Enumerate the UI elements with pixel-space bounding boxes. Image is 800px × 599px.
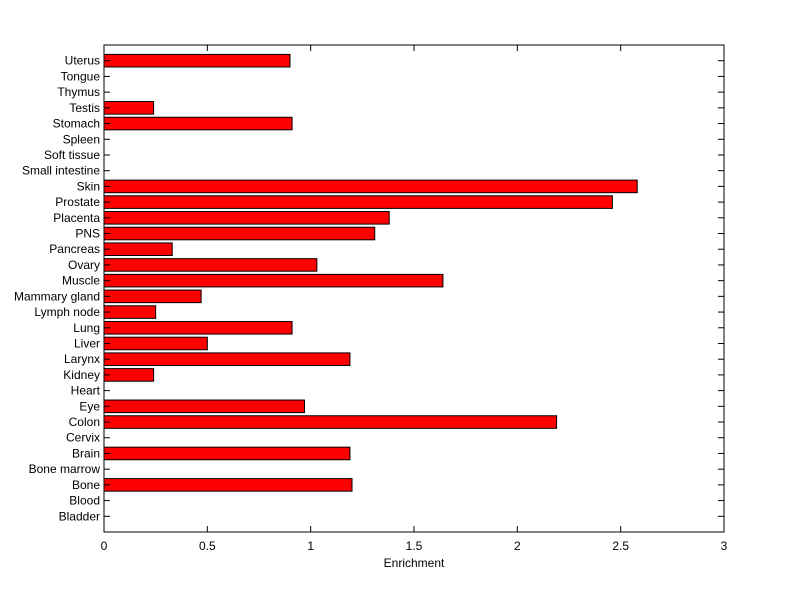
- category-label: Brain: [72, 446, 100, 460]
- category-label: Skin: [77, 179, 100, 193]
- category-label: Lymph node: [34, 305, 100, 319]
- category-label: Pancreas: [49, 242, 100, 256]
- bar-lymph-node: [103, 305, 157, 319]
- x-tick-label: 0.5: [199, 539, 216, 553]
- category-label: Spleen: [63, 132, 100, 146]
- category-label: Larynx: [64, 352, 100, 366]
- bar-uterus: [103, 53, 291, 68]
- bar-bone: [103, 478, 353, 492]
- bar-mammary-gland: [103, 289, 202, 304]
- x-tick-label: 2.5: [612, 539, 629, 553]
- category-label: Mammary gland: [14, 289, 100, 303]
- category-label: Prostate: [55, 195, 100, 209]
- category-label: Placenta: [53, 211, 100, 225]
- bar-ovary: [103, 258, 318, 272]
- category-label: Ovary: [68, 258, 100, 272]
- category-label: Stomach: [53, 117, 100, 131]
- bar-lung: [103, 320, 293, 335]
- bar-eye: [103, 399, 305, 414]
- bar-pns: [103, 226, 376, 241]
- category-label: Cervix: [66, 431, 100, 445]
- bar-brain: [103, 446, 351, 461]
- category-label: Bladder: [59, 509, 100, 523]
- x-tick-label: 1: [307, 539, 314, 553]
- x-tick-label: 0: [101, 539, 108, 553]
- category-label: Soft tissue: [44, 148, 100, 162]
- category-label: Eye: [79, 399, 100, 413]
- category-label: Tongue: [61, 69, 101, 83]
- bar-pancreas: [103, 242, 173, 257]
- category-label: Muscle: [62, 274, 100, 288]
- category-label: Heart: [71, 384, 101, 398]
- category-label: PNS: [75, 227, 100, 241]
- category-label: Bone: [72, 478, 100, 492]
- category-label: Thymus: [57, 85, 100, 99]
- x-axis-label: Enrichment: [384, 556, 445, 570]
- bar-kidney: [103, 368, 155, 382]
- plot-frame: [103, 44, 725, 533]
- category-label: Bone marrow: [29, 462, 101, 476]
- category-label: Testis: [69, 101, 100, 115]
- bar-placenta: [103, 211, 390, 225]
- x-ticks-group: 0 0.5 1 1.5 2 2.5 3: [101, 45, 728, 553]
- bar-skin: [103, 179, 638, 194]
- category-label: Uterus: [65, 54, 100, 68]
- bar-liver: [103, 336, 208, 351]
- x-tick-label: 1.5: [406, 539, 423, 553]
- category-label: Kidney: [63, 368, 100, 382]
- category-label: Small intestine: [22, 164, 100, 178]
- category-label: Colon: [69, 415, 100, 429]
- bar-muscle: [103, 273, 444, 288]
- bar-stomach: [103, 116, 293, 131]
- category-label: Lung: [73, 321, 100, 335]
- category-label: Blood: [69, 494, 100, 508]
- category-label: Liver: [74, 336, 100, 350]
- bar-prostate: [103, 195, 613, 209]
- x-tick-label: 3: [721, 539, 728, 553]
- bar-colon: [103, 415, 558, 429]
- x-tick-label: 2: [514, 539, 521, 553]
- bar-larynx: [103, 352, 351, 366]
- bar-testis: [103, 101, 155, 115]
